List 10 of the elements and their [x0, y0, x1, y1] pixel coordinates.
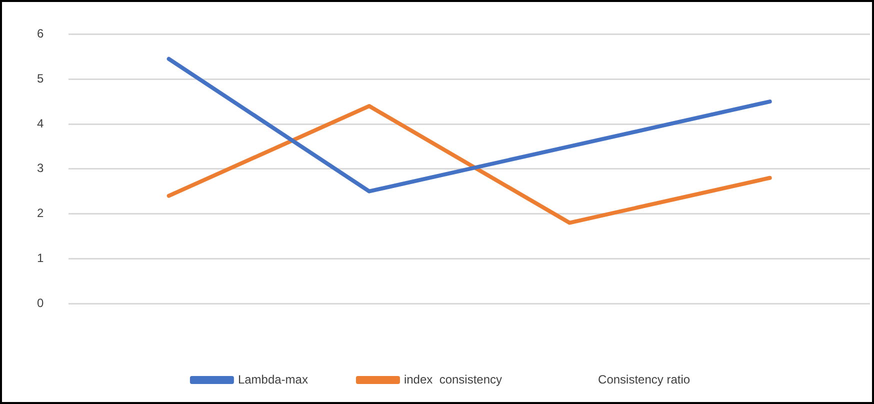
y-tick-label: 2 — [36, 206, 44, 220]
y-tick-label: 4 — [36, 116, 44, 130]
y-tick-label: 1 — [36, 251, 44, 266]
text: Consistency ratio — [598, 372, 690, 386]
legend-label: index consistency — [404, 372, 502, 386]
legend-label: Lambda-max — [238, 372, 308, 386]
y-tick-label: 3 — [36, 161, 44, 176]
y-tick-label: 6 — [36, 26, 44, 41]
y-tick-label: 5 — [36, 71, 44, 86]
y-tick-label: 0 — [36, 296, 44, 310]
